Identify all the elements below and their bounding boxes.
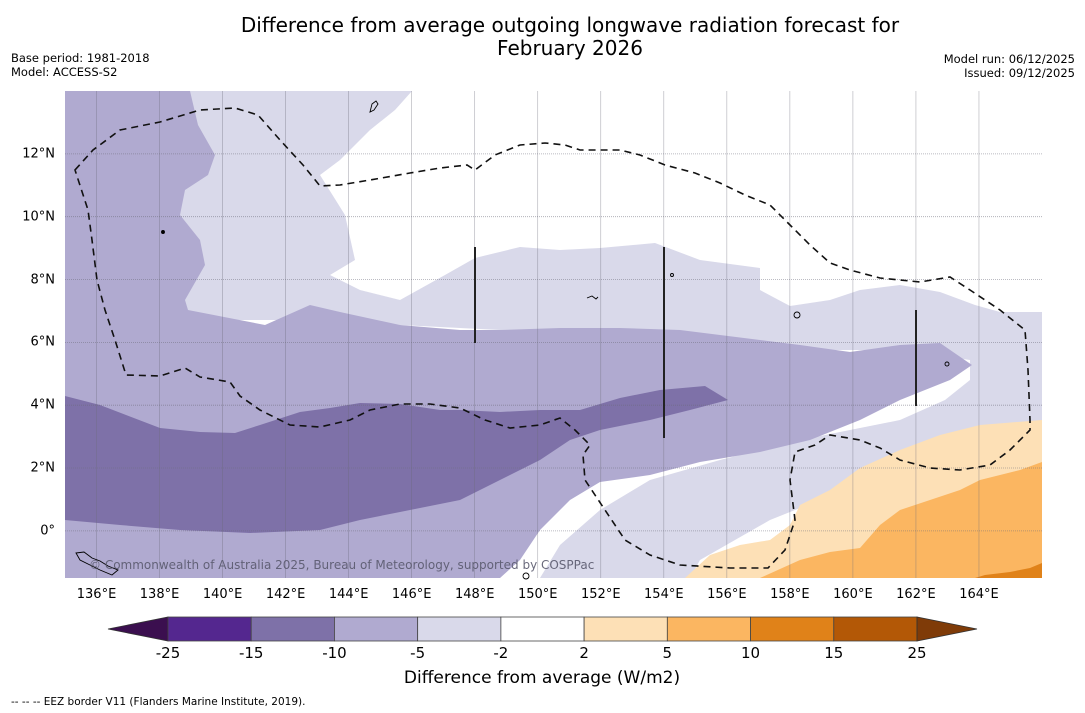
lon-tick-label: 158°E [770, 587, 810, 602]
colorbar-title: Difference from average (W/m2) [403, 668, 681, 688]
title-line-2: February 2026 [497, 36, 643, 60]
meta-left: Base period: 1981-2018 Model: ACCESS-S2 [11, 51, 150, 79]
colorbar-tick-label: 10 [741, 644, 761, 662]
eez-border [74, 107, 1031, 569]
colorbar-tick-label: -25 [155, 644, 181, 662]
island-small [944, 361, 950, 367]
lon-tick-label: 148°E [454, 587, 495, 602]
chart-title: Difference from average outgoing longwav… [0, 14, 1085, 60]
lat-tick-label: 10°N [22, 209, 55, 225]
island-guam [369, 100, 379, 113]
lat-tick-label: 6°N [30, 334, 56, 350]
lon-tick-label: 142°E [265, 587, 306, 602]
island-chuuk [586, 295, 599, 300]
colorbar-tick-label: 25 [907, 644, 927, 662]
colorbar-segment [334, 616, 419, 642]
colorbar-tick-label: -15 [238, 644, 264, 662]
base-period: Base period: 1981-2018 [11, 51, 150, 65]
contour-band-minus15-minus10 [65, 386, 728, 533]
lon-tick-label: 136°E [76, 587, 117, 602]
contour-band-5-10 [760, 462, 1042, 578]
island-dot [670, 273, 674, 277]
lat-tick-label: 8°N [30, 272, 56, 288]
model-run: Model run: 06/12/2025 [943, 52, 1075, 66]
contour-band-minus5-minus2 [65, 91, 1042, 578]
lon-tick-label: 156°E [707, 587, 747, 602]
lon-tick-label: 160°E [833, 587, 873, 602]
colorbar-segment [417, 616, 502, 642]
colorbar-extend-min [107, 616, 169, 642]
colorbar [107, 616, 978, 642]
colorbar-segment [833, 616, 918, 642]
lat-tick-label: 0° [40, 523, 55, 539]
lon-tick-label: 144°E [328, 587, 369, 602]
colorbar-tick-label: 2 [579, 644, 589, 662]
lon-tick-label: 152°E [581, 587, 621, 602]
island-dot [522, 572, 530, 580]
lon-tick-label: 138°E [139, 587, 180, 602]
colorbar-tick-label: 5 [662, 644, 673, 662]
map-plot-area [65, 91, 1042, 578]
lon-tick-label: 154°E [644, 587, 684, 602]
title-line-1: Difference from average outgoing longwav… [240, 13, 900, 37]
meta-right: Model run: 06/12/2025 Issued: 09/12/2025 [944, 52, 1075, 80]
lat-tick-label: 12°N [22, 146, 55, 162]
graticule [65, 91, 1042, 578]
eez-footnote: -- -- -- EEZ border V11 (Flanders Marine… [11, 696, 306, 708]
contour-band-10-15 [975, 563, 1042, 578]
island-small [793, 311, 801, 319]
colorbar-segment [167, 616, 252, 642]
island-dot [161, 230, 165, 234]
lon-tick-label: 164°E [959, 587, 999, 602]
colorbar-segment [583, 616, 668, 642]
issued-date: Issued: 09/12/2025 [964, 66, 1075, 80]
island-png [75, 551, 119, 576]
colorbar-segment [750, 616, 835, 642]
lon-tick-label: 140°E [202, 587, 243, 602]
colorbar-extend-max [916, 616, 978, 642]
colorbar-tick-label: -5 [410, 644, 426, 662]
colorbar-segment [500, 616, 585, 642]
copyright-notice: © Commonwealth of Australia 2025, Bureau… [89, 558, 595, 572]
colorbar-tick-label: -10 [322, 644, 347, 662]
lon-tick-label: 162°E [896, 587, 936, 602]
colorbar-segment [250, 616, 335, 642]
model-name: Model: ACCESS-S2 [11, 65, 118, 79]
colorbar-tick-label: -2 [493, 644, 509, 662]
lat-tick-label: 2°N [30, 460, 56, 476]
lat-tick-label: 4°N [30, 397, 56, 413]
colorbar-tick-label: 15 [824, 644, 844, 662]
lon-tick-label: 150°E [517, 587, 558, 602]
colorbar-segment [666, 616, 751, 642]
islands [75, 100, 950, 580]
lon-tick-label: 146°E [391, 587, 432, 602]
